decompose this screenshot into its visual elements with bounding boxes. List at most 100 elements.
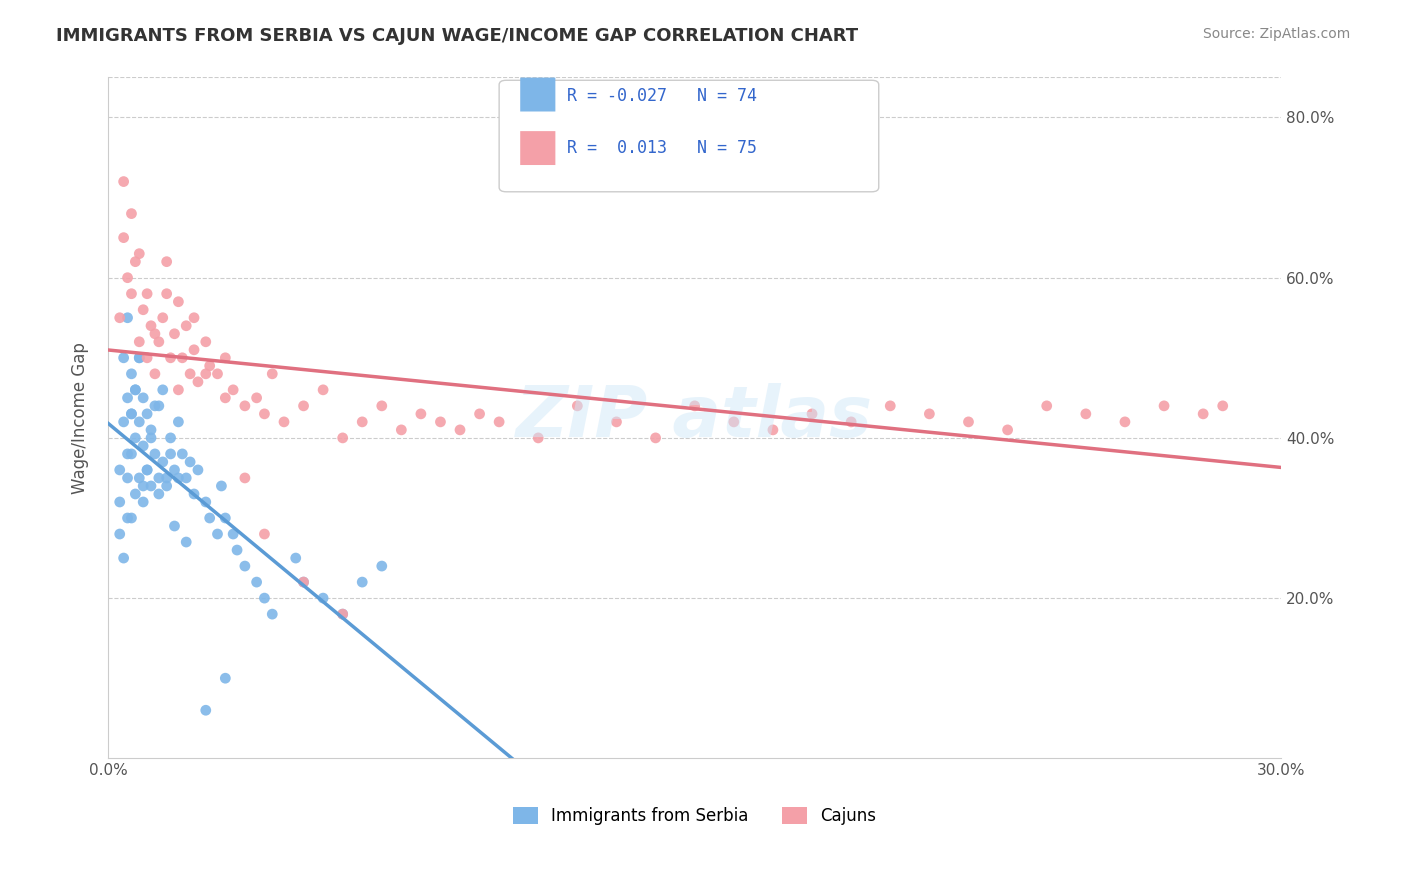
Point <box>136 351 159 365</box>
Point <box>124 383 146 397</box>
Point <box>117 447 139 461</box>
Point <box>246 575 269 590</box>
Point <box>1212 399 1234 413</box>
Point <box>214 511 236 525</box>
Point <box>1192 407 1215 421</box>
Point <box>918 407 941 421</box>
Point <box>120 407 142 421</box>
Point <box>194 495 217 509</box>
Point <box>132 495 155 509</box>
Point <box>148 471 170 485</box>
Point <box>143 399 166 413</box>
Point <box>352 415 374 429</box>
Point <box>132 439 155 453</box>
Point <box>174 318 197 333</box>
Point <box>214 391 236 405</box>
Point <box>222 383 245 397</box>
Point <box>152 310 174 325</box>
Point <box>112 415 135 429</box>
Point <box>128 471 150 485</box>
Point <box>156 479 179 493</box>
Point <box>214 671 236 685</box>
Point <box>136 463 159 477</box>
Point <box>108 495 131 509</box>
Y-axis label: Wage/Income Gap: Wage/Income Gap <box>72 342 89 494</box>
Point <box>262 367 284 381</box>
Point <box>488 415 510 429</box>
Point <box>292 575 315 590</box>
Point <box>207 527 229 541</box>
Point <box>163 519 186 533</box>
Point <box>148 487 170 501</box>
Point <box>128 415 150 429</box>
Point <box>124 431 146 445</box>
Point <box>194 334 217 349</box>
Point <box>132 479 155 493</box>
Point <box>371 559 394 574</box>
Point <box>312 591 335 606</box>
Point <box>108 310 131 325</box>
Point <box>312 383 335 397</box>
Point <box>273 415 295 429</box>
Point <box>120 206 142 220</box>
Point <box>1035 399 1057 413</box>
Point <box>172 447 194 461</box>
Point <box>167 471 190 485</box>
Point <box>136 463 159 477</box>
Point <box>183 487 205 501</box>
Point <box>1114 415 1136 429</box>
Point <box>187 463 209 477</box>
Point <box>117 270 139 285</box>
Point <box>112 551 135 566</box>
Point <box>644 431 666 445</box>
Point <box>449 423 471 437</box>
Point <box>839 415 862 429</box>
Point <box>132 302 155 317</box>
Point <box>527 431 550 445</box>
Point <box>139 423 162 437</box>
Point <box>152 455 174 469</box>
Point <box>605 415 627 429</box>
Point <box>226 543 249 558</box>
Point <box>136 286 159 301</box>
Point <box>723 415 745 429</box>
Point <box>163 326 186 341</box>
Point <box>233 399 256 413</box>
Point <box>132 391 155 405</box>
Point <box>187 375 209 389</box>
Point <box>389 423 412 437</box>
Point <box>233 471 256 485</box>
Point <box>108 463 131 477</box>
Point <box>194 703 217 717</box>
Point <box>179 367 201 381</box>
Point <box>117 511 139 525</box>
Point <box>128 351 150 365</box>
Point <box>194 367 217 381</box>
Point <box>174 471 197 485</box>
Point <box>128 351 150 365</box>
Point <box>801 407 824 421</box>
Point <box>128 246 150 260</box>
Point <box>148 399 170 413</box>
Point <box>139 431 162 445</box>
Point <box>112 175 135 189</box>
Point <box>352 575 374 590</box>
Point <box>292 399 315 413</box>
Point <box>183 310 205 325</box>
Point <box>172 351 194 365</box>
Point <box>209 479 232 493</box>
Text: R = -0.027   N = 74: R = -0.027 N = 74 <box>567 87 756 105</box>
Point <box>167 383 190 397</box>
Point <box>124 383 146 397</box>
Point <box>468 407 491 421</box>
Point <box>262 607 284 621</box>
Point <box>222 527 245 541</box>
Point <box>124 254 146 268</box>
Point <box>332 607 354 621</box>
Point <box>246 391 269 405</box>
Point <box>139 318 162 333</box>
Point <box>120 407 142 421</box>
Point <box>683 399 706 413</box>
Point <box>879 399 901 413</box>
Point <box>198 359 221 373</box>
